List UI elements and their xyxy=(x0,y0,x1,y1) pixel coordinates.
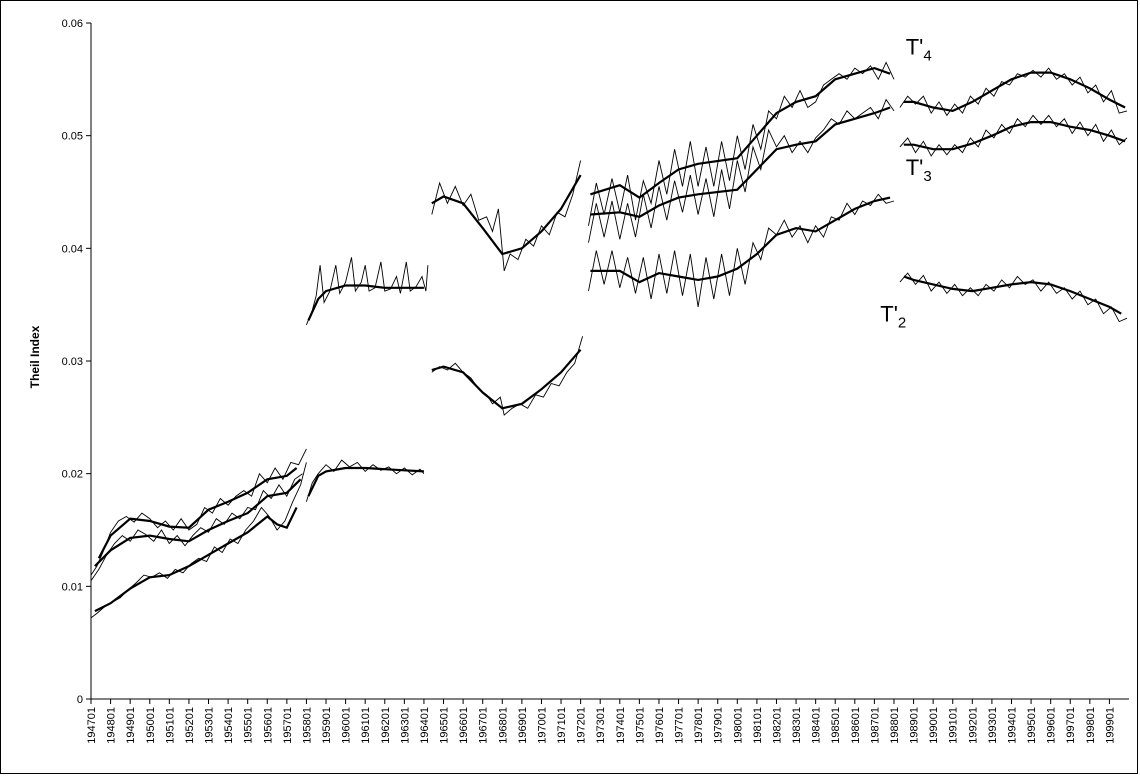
x-tick-label: 196701 xyxy=(478,707,490,744)
y-tick-label: 0 xyxy=(77,694,83,706)
axes: 0 0.01 0.02 0.03 0.04 0.05 0.06 194701 194801 194… xyxy=(62,18,1129,744)
x-tick-label: 199901 xyxy=(1104,707,1116,744)
x-tick-label: 196101 xyxy=(360,707,372,744)
labels-layer: T'4 T'3 T'2 xyxy=(880,35,931,332)
series-raw-line xyxy=(90,473,303,581)
x-tick-label: 198301 xyxy=(791,707,803,744)
x-tick-label: 195701 xyxy=(282,707,294,744)
x-tick-label: 198501 xyxy=(830,707,842,744)
series-trend-line xyxy=(94,478,302,567)
series-trend-line xyxy=(307,284,424,321)
x-tick-label: 198701 xyxy=(869,707,881,744)
y-tick-label: 0.02 xyxy=(62,469,83,481)
x-tick-label: 194801 xyxy=(106,707,118,744)
series-label-subscript: 2 xyxy=(898,315,906,332)
x-tick-label: 195301 xyxy=(204,707,216,744)
x-tick-label: 195101 xyxy=(164,707,176,744)
x-tick-label: 199301 xyxy=(987,707,999,744)
series-raw-line xyxy=(90,448,307,576)
x-tick-label: 198401 xyxy=(811,707,823,744)
x-tick-label: 197701 xyxy=(674,707,686,744)
x-tick-label: 196601 xyxy=(458,707,470,744)
x-tick-label: 199801 xyxy=(1085,707,1097,744)
x-tick-label: 197501 xyxy=(634,707,646,744)
series-raw-line xyxy=(305,459,425,502)
x-tick-label: 198101 xyxy=(752,707,764,744)
series-raw-line xyxy=(588,61,895,226)
y-tick-label: 0.01 xyxy=(62,581,83,593)
series-trend-line xyxy=(903,121,1126,151)
x-tick-label: 197401 xyxy=(615,707,627,744)
series-trend-line xyxy=(590,106,891,218)
y-tick-label: 0.03 xyxy=(62,356,83,368)
x-tick-label: 196401 xyxy=(419,707,431,744)
x-tick-label: 196501 xyxy=(439,707,451,744)
x-tick-label: 199701 xyxy=(1065,707,1077,744)
series-trend-line xyxy=(903,71,1126,113)
x-tick-label: 197801 xyxy=(693,707,705,744)
series-trend-line xyxy=(590,66,891,199)
x-tick-label: 194901 xyxy=(125,707,137,744)
x-tick-label: 197301 xyxy=(595,707,607,744)
x-tick-label: 196001 xyxy=(341,707,353,744)
x-tick-label: 195001 xyxy=(145,707,157,744)
x-tick-label: 196301 xyxy=(399,707,411,744)
series-label: T'4 xyxy=(906,35,932,65)
x-tick-label: 195801 xyxy=(301,707,313,744)
series-layer xyxy=(90,61,1128,619)
x-tick-label: 199401 xyxy=(1006,707,1018,744)
x-tick-label: 194701 xyxy=(86,707,98,744)
series-label-subscript: 4 xyxy=(923,48,931,65)
x-tick-label: 199101 xyxy=(948,707,960,744)
series-raw-line xyxy=(305,257,429,326)
series-label: T'3 xyxy=(906,155,932,185)
series-trend-line xyxy=(307,466,424,497)
series-trend-line xyxy=(590,196,891,284)
x-tick-label: 195401 xyxy=(223,707,235,744)
series-trend-line xyxy=(431,174,582,256)
x-tick-label: 198601 xyxy=(850,707,862,744)
x-tick-label: 198801 xyxy=(889,707,901,744)
x-tick-label: 195601 xyxy=(262,707,274,744)
x-tick-label: 195901 xyxy=(321,707,333,744)
series-label-subscript: 3 xyxy=(923,168,931,185)
x-tick-label: 198201 xyxy=(771,707,783,744)
x-tick-label: 197601 xyxy=(654,707,666,744)
series-trend-line xyxy=(94,507,298,613)
y-tick-label: 0.04 xyxy=(62,243,83,255)
x-tick-label: 197201 xyxy=(576,707,588,744)
series-trend-line xyxy=(431,348,582,410)
x-tick-label: 196901 xyxy=(517,707,529,744)
series-raw-line xyxy=(431,336,584,416)
x-tick-label: 196801 xyxy=(497,707,509,744)
series-raw-line xyxy=(899,272,1128,323)
y-tick-label: 0.05 xyxy=(62,131,83,143)
y-axis-title: Theil Index xyxy=(28,325,42,388)
x-tick-label: 198901 xyxy=(909,707,921,744)
x-tick-label: 197101 xyxy=(556,707,568,744)
x-tick-label: 198001 xyxy=(732,707,744,744)
series-trend-line xyxy=(903,275,1122,315)
x-tick-label: 196201 xyxy=(380,707,392,744)
series-label: T'2 xyxy=(880,302,906,332)
series-trend-line xyxy=(97,467,298,559)
x-tick-label: 199001 xyxy=(928,707,940,744)
x-tick-label: 195501 xyxy=(243,707,255,744)
y-tick-label: 0.06 xyxy=(62,18,83,30)
x-tick-label: 199601 xyxy=(1046,707,1058,744)
series-raw-line xyxy=(431,160,582,272)
x-tick-label: 195201 xyxy=(184,707,196,744)
x-tick-label: 199201 xyxy=(967,707,979,744)
x-tick-label: 197001 xyxy=(536,707,548,744)
x-tick-label: 199501 xyxy=(1026,707,1038,744)
x-tick-label: 197901 xyxy=(713,707,725,744)
